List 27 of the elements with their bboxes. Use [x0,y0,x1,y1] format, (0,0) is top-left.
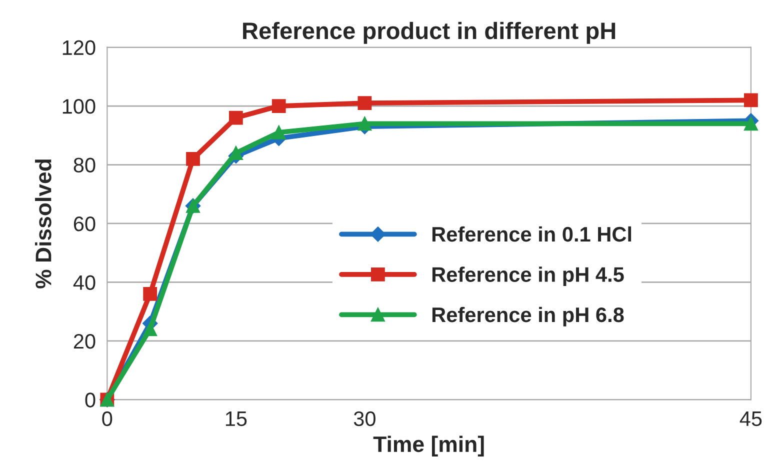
point [272,99,286,113]
y-tick-label: 60 [74,216,96,232]
x-tick-label: 30 [354,411,376,426]
point [272,126,286,140]
point [228,110,243,125]
y-axis-title: % Dissolved [35,159,52,288]
x-tick-label: 0 [102,411,112,426]
y-tick-label: 40 [73,275,96,290]
x-axis-title: Time [min] [373,436,484,456]
y-tick-label: 20 [74,334,96,349]
point [143,287,158,301]
legend-label: Reference in pH 6.8 [432,306,624,326]
legend-label: Reference in pH 4.5 [432,266,624,286]
y-tick-label: 120 [62,40,96,56]
chart-title: Reference product in different pH [243,22,616,44]
point [186,152,200,166]
y-tick-label: 80 [74,158,96,173]
y-tick-label: 100 [62,99,96,114]
y-tick-label: 0 [85,392,96,408]
point [744,93,758,108]
x-tick-label: 45 [740,412,762,426]
point [143,322,158,336]
point [358,96,372,110]
point [744,116,758,131]
legend-label: Reference in 0.1 HCl [432,226,632,242]
point [228,146,243,160]
x-tick-label: 15 [226,412,247,426]
